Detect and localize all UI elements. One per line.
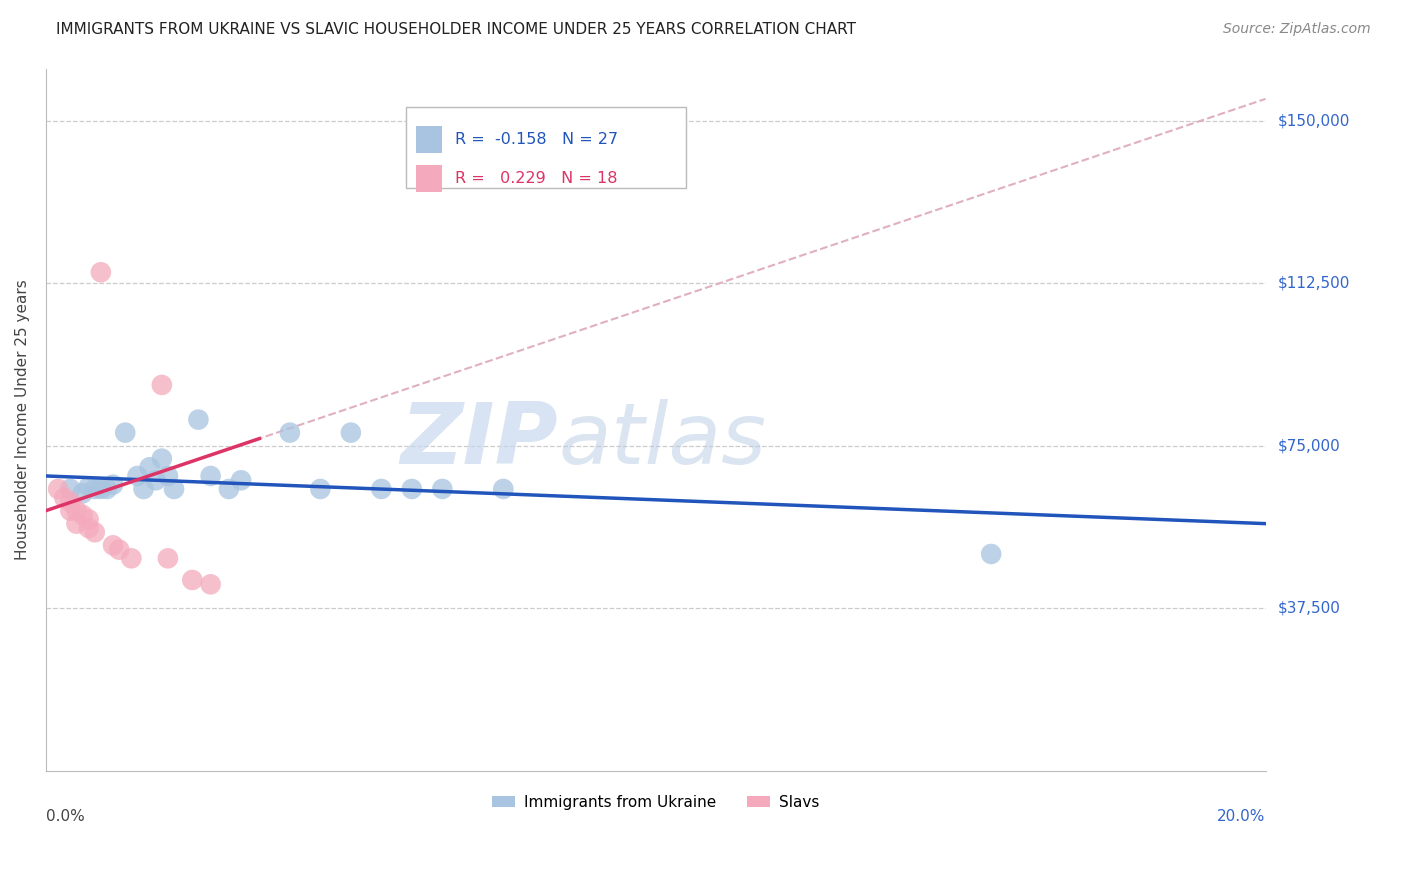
Text: atlas: atlas bbox=[558, 400, 766, 483]
Point bbox=[101, 538, 124, 552]
Point bbox=[132, 482, 155, 496]
Point bbox=[187, 412, 209, 426]
Point bbox=[77, 480, 100, 494]
Point bbox=[96, 482, 118, 496]
Point bbox=[77, 521, 100, 535]
Point bbox=[309, 482, 332, 496]
Point bbox=[181, 573, 204, 587]
Bar bbox=[416, 126, 443, 153]
Point bbox=[114, 425, 136, 440]
FancyBboxPatch shape bbox=[406, 107, 686, 188]
Point bbox=[200, 469, 222, 483]
Point bbox=[83, 482, 105, 496]
Text: $150,000: $150,000 bbox=[1278, 113, 1350, 128]
Point bbox=[65, 516, 87, 531]
Point bbox=[156, 551, 179, 566]
Point bbox=[65, 503, 87, 517]
Point bbox=[59, 503, 82, 517]
Point bbox=[150, 451, 173, 466]
Point bbox=[156, 469, 179, 483]
Point bbox=[150, 378, 173, 392]
Text: $37,500: $37,500 bbox=[1278, 600, 1340, 615]
Point bbox=[59, 495, 82, 509]
Text: $112,500: $112,500 bbox=[1278, 276, 1350, 291]
Point bbox=[370, 482, 392, 496]
Y-axis label: Householder Income Under 25 years: Householder Income Under 25 years bbox=[15, 279, 30, 560]
Point bbox=[145, 473, 167, 487]
Point bbox=[72, 486, 94, 500]
Point bbox=[108, 542, 131, 557]
Text: IMMIGRANTS FROM UKRAINE VS SLAVIC HOUSEHOLDER INCOME UNDER 25 YEARS CORRELATION : IMMIGRANTS FROM UKRAINE VS SLAVIC HOUSEH… bbox=[56, 22, 856, 37]
Text: 20.0%: 20.0% bbox=[1218, 809, 1265, 824]
Point bbox=[127, 469, 149, 483]
Point bbox=[432, 482, 454, 496]
Point bbox=[53, 491, 76, 505]
Point bbox=[138, 460, 160, 475]
Point bbox=[59, 482, 82, 496]
Point bbox=[101, 477, 124, 491]
Text: Source: ZipAtlas.com: Source: ZipAtlas.com bbox=[1223, 22, 1371, 37]
Point bbox=[90, 265, 112, 279]
Point bbox=[77, 512, 100, 526]
Point bbox=[980, 547, 1002, 561]
Point bbox=[401, 482, 423, 496]
Point bbox=[200, 577, 222, 591]
Text: ZIP: ZIP bbox=[401, 400, 558, 483]
Point bbox=[163, 482, 186, 496]
Point bbox=[120, 551, 142, 566]
Point bbox=[83, 525, 105, 540]
Point bbox=[72, 508, 94, 522]
Point bbox=[340, 425, 363, 440]
Point bbox=[229, 473, 252, 487]
Point bbox=[90, 482, 112, 496]
Text: R =  -0.158   N = 27: R = -0.158 N = 27 bbox=[454, 132, 617, 147]
Point bbox=[46, 482, 69, 496]
Text: 0.0%: 0.0% bbox=[46, 809, 84, 824]
Point bbox=[278, 425, 301, 440]
Point bbox=[492, 482, 515, 496]
Legend: Immigrants from Ukraine, Slavs: Immigrants from Ukraine, Slavs bbox=[486, 789, 825, 815]
Bar bbox=[416, 165, 443, 192]
Point bbox=[218, 482, 240, 496]
Text: R =   0.229   N = 18: R = 0.229 N = 18 bbox=[454, 170, 617, 186]
Text: $75,000: $75,000 bbox=[1278, 438, 1340, 453]
